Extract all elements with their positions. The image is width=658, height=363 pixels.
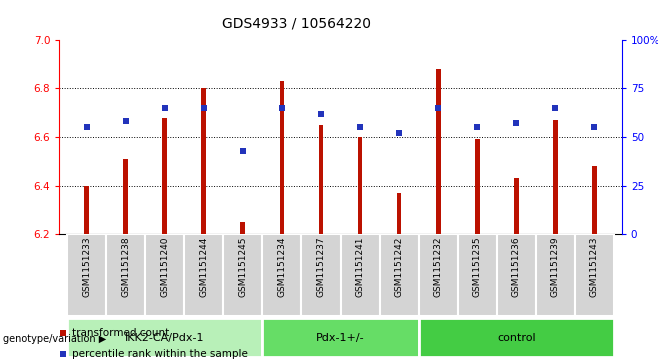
Text: GSM1151236: GSM1151236 [512,237,521,297]
Text: GSM1151243: GSM1151243 [590,237,599,297]
Text: GDS4933 / 10564220: GDS4933 / 10564220 [222,16,370,30]
Text: GSM1151240: GSM1151240 [160,237,169,297]
Bar [223,234,263,316]
Text: GSM1151234: GSM1151234 [278,237,286,297]
Text: genotype/variation ▶: genotype/variation ▶ [3,334,107,344]
Text: GSM1151244: GSM1151244 [199,237,209,297]
Bar [341,234,380,316]
Text: control: control [497,333,536,343]
Bar [67,234,106,316]
Text: percentile rank within the sample: percentile rank within the sample [72,349,248,359]
Bar [418,234,458,316]
Text: GSM1151242: GSM1151242 [395,237,403,297]
Bar [280,81,284,234]
Text: GSM1151245: GSM1151245 [238,237,247,297]
Bar [553,120,558,234]
Bar [592,166,597,234]
Text: GSM1151239: GSM1151239 [551,237,560,297]
Bar [397,193,401,234]
Bar [84,185,89,234]
Text: GSM1151233: GSM1151233 [82,237,91,297]
Bar [458,234,497,316]
Bar [380,234,418,316]
Bar [123,159,128,234]
Bar [163,118,167,234]
Bar [436,69,441,234]
Text: Pdx-1+/-: Pdx-1+/- [316,333,365,343]
Text: GSM1151241: GSM1151241 [355,237,365,297]
Bar [184,234,223,316]
Bar [536,234,575,316]
Bar [418,318,614,357]
Bar [67,318,263,357]
Bar [145,234,184,316]
Bar [575,234,614,316]
Bar [358,137,363,234]
Bar [263,234,301,316]
Text: IKK2-CA/Pdx-1: IKK2-CA/Pdx-1 [125,333,205,343]
Bar [106,234,145,316]
Bar [475,139,480,234]
Bar [514,178,519,234]
Text: GSM1151232: GSM1151232 [434,237,443,297]
Bar [318,125,323,234]
Bar [240,222,245,234]
Text: GSM1151235: GSM1151235 [472,237,482,297]
Bar [263,318,418,357]
Text: GSM1151238: GSM1151238 [121,237,130,297]
Bar [301,234,341,316]
Text: GSM1151237: GSM1151237 [316,237,326,297]
Bar [201,89,206,234]
Text: transformed count: transformed count [72,328,170,338]
Bar [497,234,536,316]
